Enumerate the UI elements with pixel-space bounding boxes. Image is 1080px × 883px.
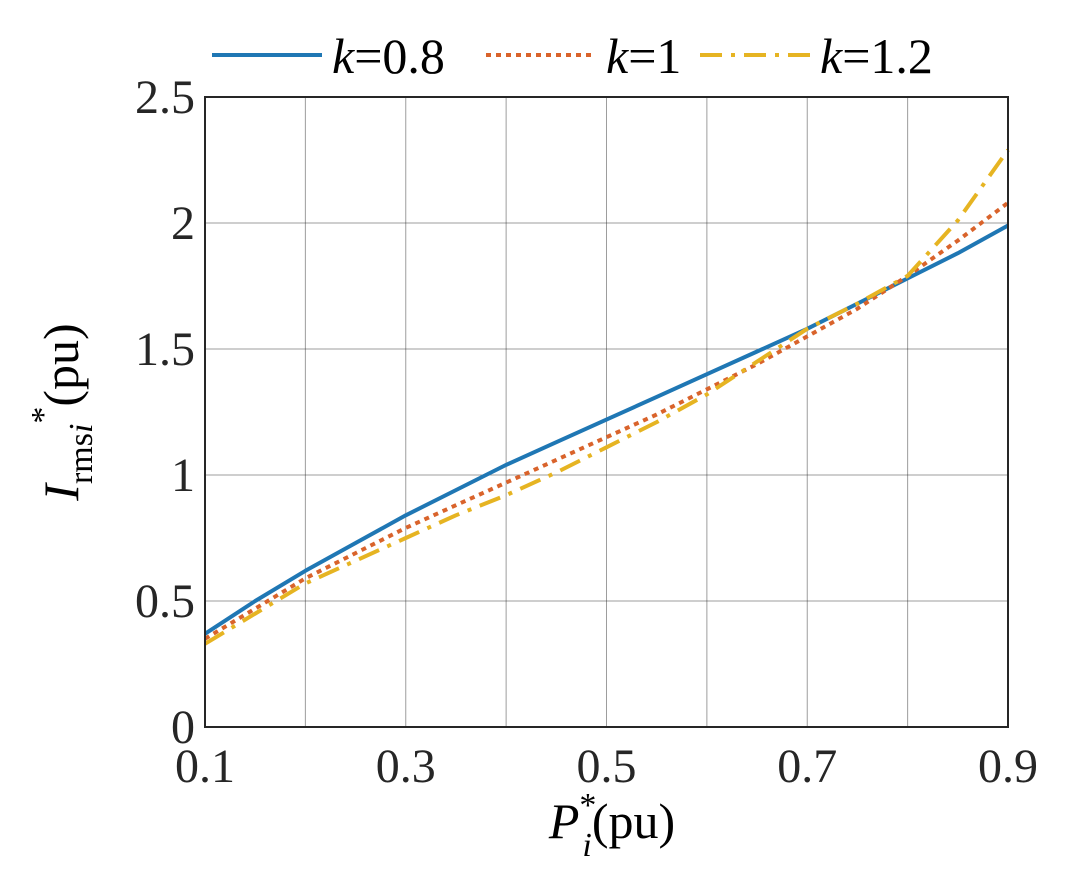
series-line-2 xyxy=(203,148,1010,646)
legend: k=0.8 k=1 k=1.2 xyxy=(212,28,933,84)
series-layer xyxy=(203,148,1010,646)
legend-item-0: k=0.8 xyxy=(212,28,445,84)
plot-frame xyxy=(204,96,1009,728)
y-axis-label: Irmsi*(pu) xyxy=(25,323,100,501)
y-label-sup: * xyxy=(25,407,62,424)
x-label-sub: i xyxy=(582,827,591,864)
y-tick-label-2: 1 xyxy=(171,449,195,502)
y-tick-label-0: 0 xyxy=(171,701,195,754)
x-axis-label: P* i(pu) xyxy=(548,787,675,864)
legend-label-1: k=1 xyxy=(606,28,681,84)
y-label-unit: (pu) xyxy=(33,323,89,406)
tick-labels: 0.1 0.3 0.5 0.7 0.9 0 0.5 1 1.5 2 2.5 xyxy=(135,71,1038,793)
y-label-sub: rms xyxy=(63,433,100,484)
x-label-sup: * xyxy=(579,787,596,824)
y-tick-label-5: 2.5 xyxy=(135,71,195,124)
x-tick-label-0: 0.1 xyxy=(175,740,235,793)
x-label-unit: (pu) xyxy=(592,793,675,849)
y-tick-label-1: 0.5 xyxy=(135,575,195,628)
y-label-sub-italic: i xyxy=(63,424,100,433)
legend-item-2: k=1.2 xyxy=(700,28,933,84)
x-tick-label-2: 0.5 xyxy=(577,740,637,793)
y-tick-label-4: 2 xyxy=(171,197,195,250)
x-tick-label-1: 0.3 xyxy=(376,740,436,793)
x-label-main: P xyxy=(548,793,580,849)
series-line-1 xyxy=(203,201,1010,641)
legend-item-1: k=1 xyxy=(486,28,681,84)
y-label-main: I xyxy=(33,482,89,502)
x-tick-label-4: 0.9 xyxy=(978,740,1038,793)
legend-label-0: k=0.8 xyxy=(332,28,445,84)
legend-label-2: k=1.2 xyxy=(820,28,933,84)
grid-lines xyxy=(204,96,1009,728)
x-tick-label-3: 0.7 xyxy=(777,740,837,793)
y-tick-label-3: 1.5 xyxy=(135,323,195,376)
